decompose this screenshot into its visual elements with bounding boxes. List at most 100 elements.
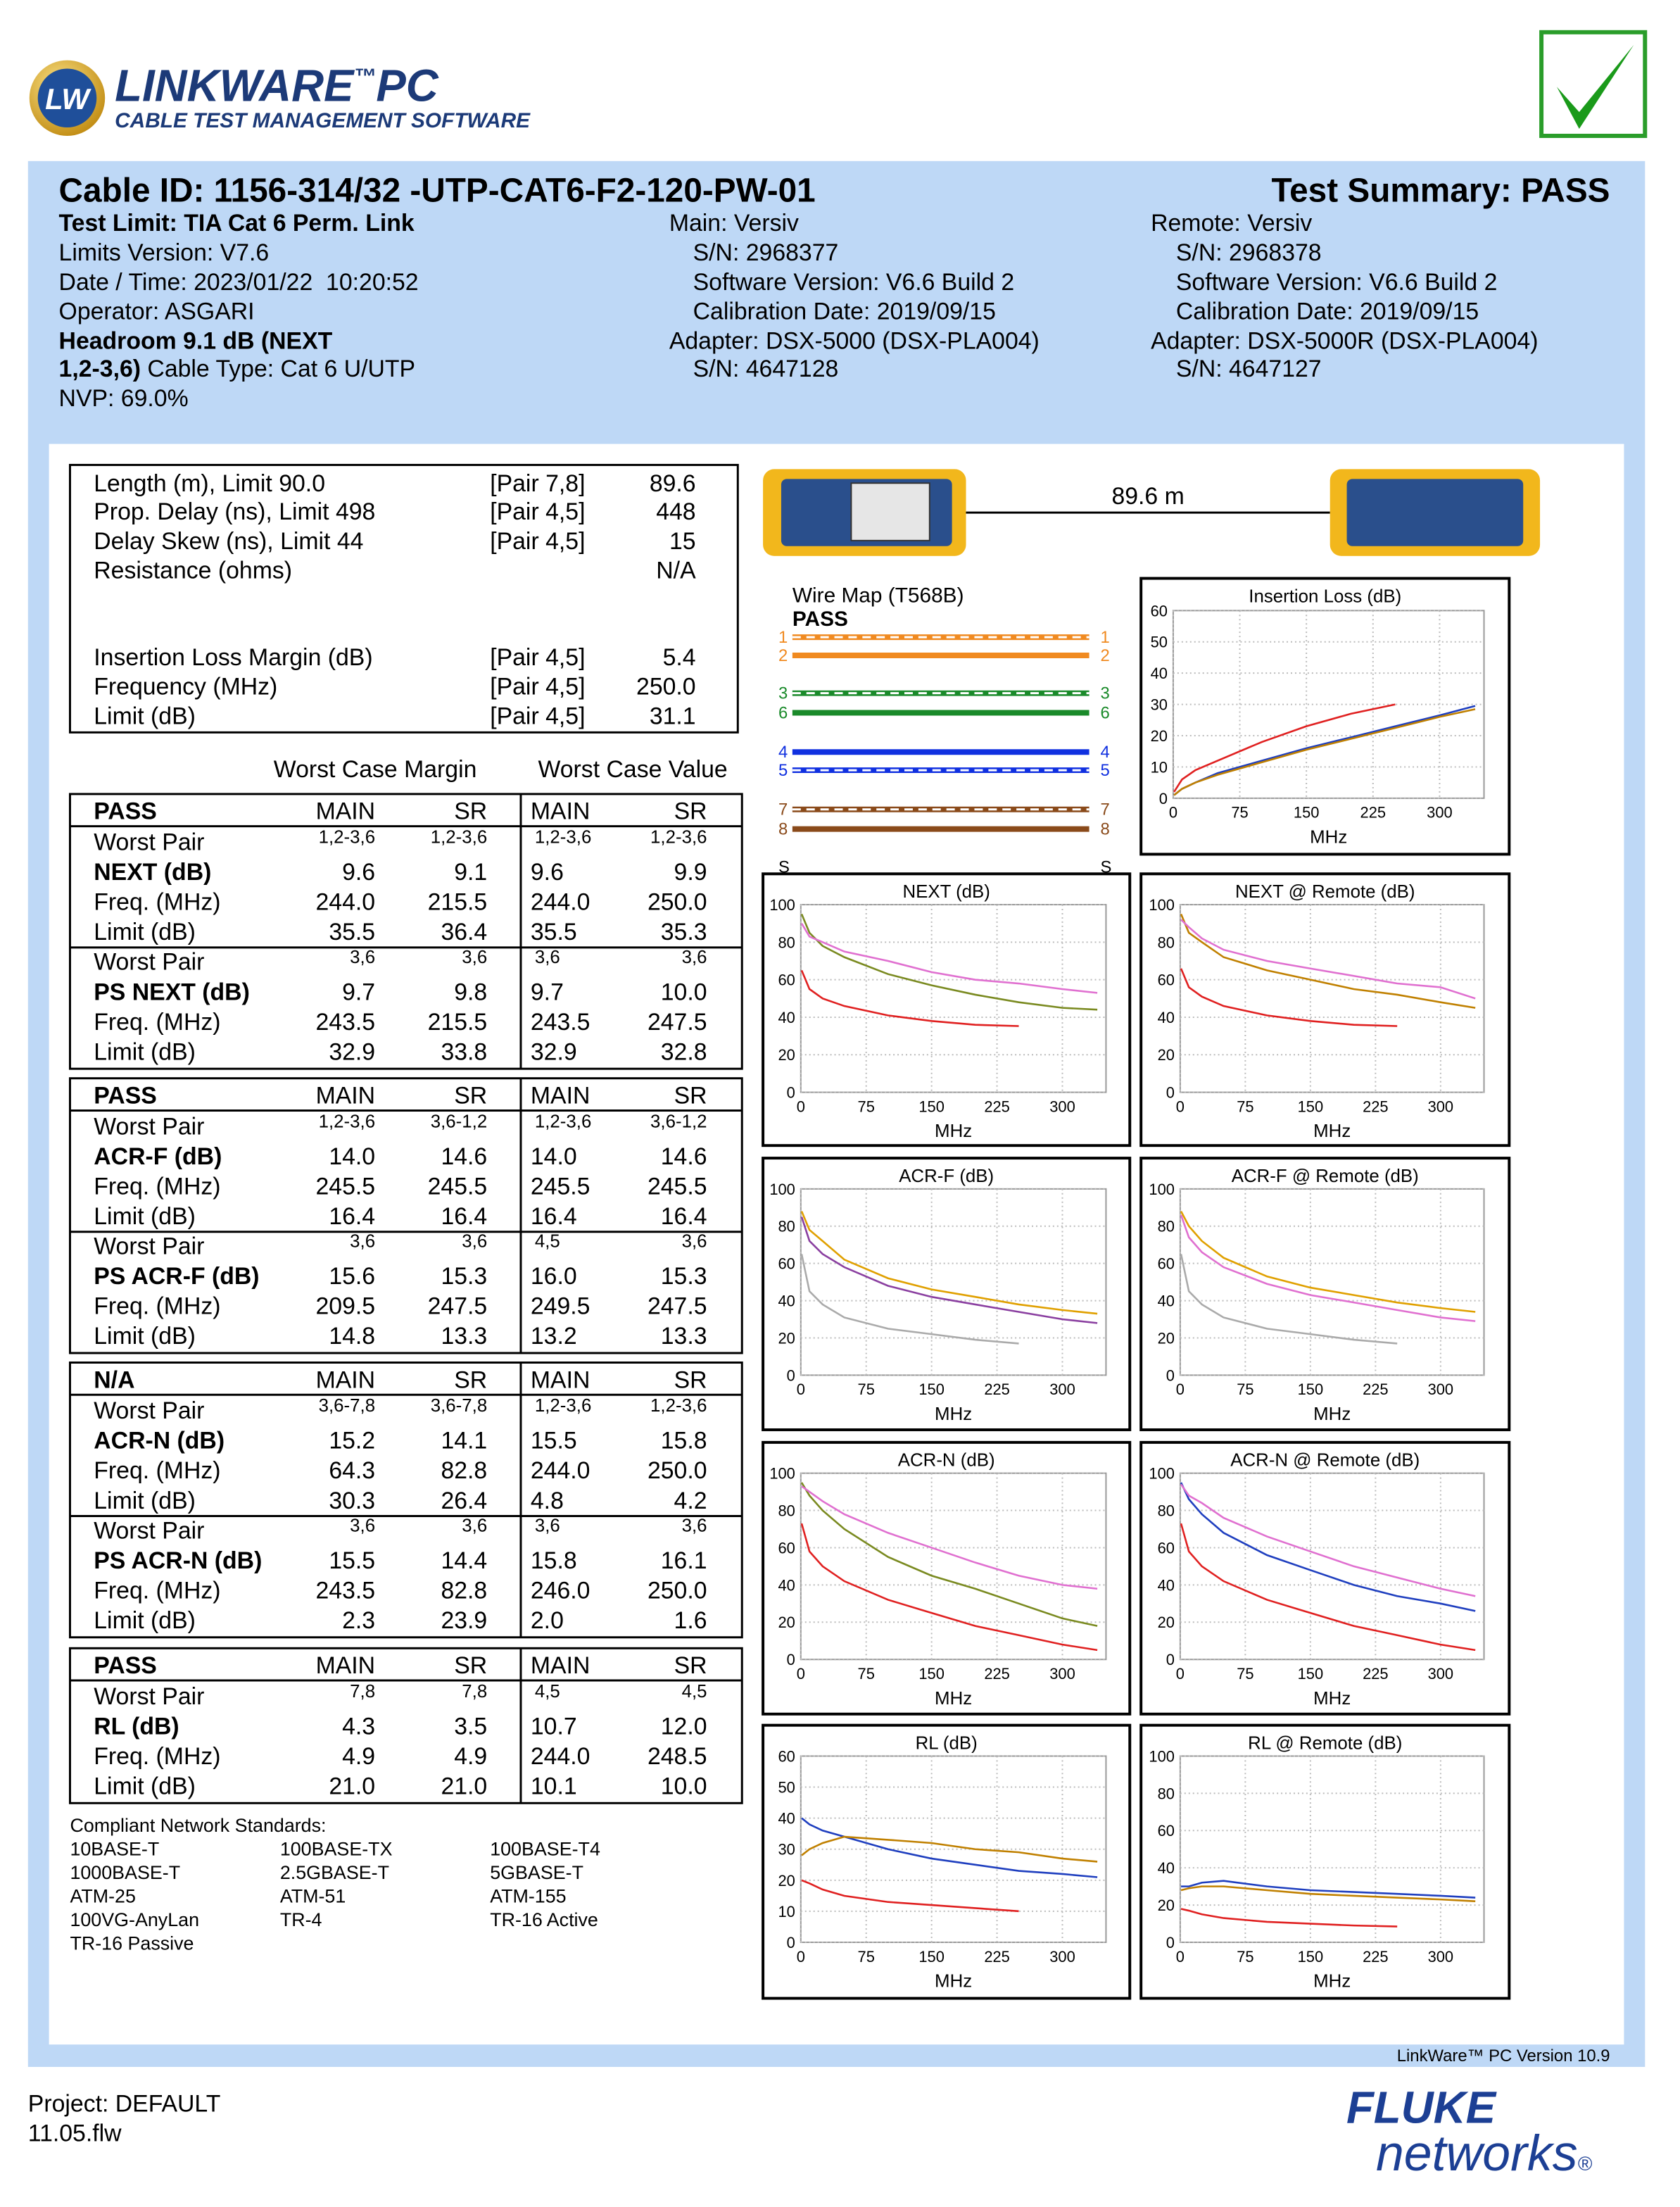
x-tick-label: 300 xyxy=(1049,1098,1075,1115)
measure-value: 31.1 xyxy=(650,703,696,729)
section-status: PASS xyxy=(94,1652,157,1679)
measure-value: 448 xyxy=(656,498,695,525)
standard: ATM-155 xyxy=(490,1886,566,1907)
x-axis-label: MHz xyxy=(935,1972,972,1992)
column-header: MAIN xyxy=(531,1366,590,1393)
y-tick-label: 100 xyxy=(1149,1465,1175,1483)
y-tick-label: 0 xyxy=(1166,1651,1175,1668)
standard: TR-16 Passive xyxy=(70,1932,194,1954)
x-tick-label: 150 xyxy=(1298,1948,1324,1966)
x-tick-label: 225 xyxy=(1360,804,1387,822)
trace xyxy=(800,1216,1098,1324)
y-tick-label: 20 xyxy=(1158,1329,1175,1347)
row-label: Freq. (MHz) xyxy=(94,1577,220,1604)
pin-left: 3 xyxy=(778,684,788,703)
worst-pair: 4,5 xyxy=(535,1232,560,1252)
wire-map-result: PASS xyxy=(792,608,848,631)
row-value: 13.3 xyxy=(441,1323,487,1350)
y-tick-label: 100 xyxy=(769,896,795,914)
worst-pair: 3,6 xyxy=(350,948,375,967)
worst-pair: 1,2-3,6 xyxy=(319,828,375,848)
trace xyxy=(1180,968,1398,1027)
row-value: 15.3 xyxy=(441,1263,487,1290)
row-label: PS ACR-F (dB) xyxy=(94,1263,259,1290)
standard: 100BASE-TX xyxy=(280,1839,393,1860)
x-tick-label: 300 xyxy=(1427,804,1453,822)
worst-pair: 3,6 xyxy=(682,1516,707,1535)
x-tick-label: 150 xyxy=(1298,1098,1324,1115)
x-tick-label: 75 xyxy=(858,1665,875,1683)
standard: ATM-51 xyxy=(280,1886,346,1907)
row-value: 15.5 xyxy=(531,1428,577,1454)
column-header: SR xyxy=(674,1366,707,1393)
worst-pair: 1,2-3,6 xyxy=(535,1112,591,1131)
measure-label: Limit (dB) xyxy=(94,703,196,729)
info-left: NVP: 69.0% xyxy=(59,385,189,412)
row-value: 14.0 xyxy=(531,1143,577,1170)
row-value: 21.0 xyxy=(441,1773,487,1800)
trace xyxy=(800,923,1098,994)
column-header: MAIN xyxy=(316,1082,376,1109)
y-tick-label: 60 xyxy=(1158,1822,1175,1840)
y-tick-label: 30 xyxy=(778,1841,795,1859)
pin-left: 1 xyxy=(778,628,788,647)
y-tick-label: 20 xyxy=(778,1614,795,1631)
info-left: 1,2-3,6) Cable Type: Cat 6 U/UTP xyxy=(59,356,416,382)
x-tick-label: 75 xyxy=(858,1948,875,1966)
y-tick-label: 80 xyxy=(1158,933,1175,951)
trace xyxy=(800,1482,1098,1627)
column-header: SR xyxy=(454,798,487,825)
row-value: 14.4 xyxy=(441,1547,487,1574)
x-tick-label: 0 xyxy=(797,1098,805,1115)
row-value: 9.6 xyxy=(531,859,564,886)
row-label: Limit (dB) xyxy=(94,1038,196,1065)
column-header: SR xyxy=(454,1652,487,1679)
row-value: 33.8 xyxy=(441,1038,487,1065)
worst-pair: 3,6-1,2 xyxy=(650,1112,707,1131)
info-main: Software Version: V6.6 Build 2 xyxy=(693,269,1015,296)
row-value: 16.4 xyxy=(441,1203,487,1230)
measure-box xyxy=(68,463,739,734)
tm: ™ xyxy=(354,63,377,89)
row-label: Freq. (MHz) xyxy=(94,1743,220,1770)
worst-pair: 3,6 xyxy=(462,948,487,967)
y-tick-label: 100 xyxy=(1149,1181,1175,1198)
worst-pair: 3,6 xyxy=(350,1516,375,1535)
y-tick-label: 20 xyxy=(1158,1046,1175,1064)
standard: TR-4 xyxy=(280,1909,322,1930)
x-axis-label: MHz xyxy=(1313,1972,1351,1992)
row-value: 209.5 xyxy=(316,1293,376,1320)
row-label: NEXT (dB) xyxy=(94,859,211,886)
chart-title: RL (dB) xyxy=(916,1734,978,1754)
pin-right: 8 xyxy=(1100,820,1109,839)
row-label: Freq. (MHz) xyxy=(94,1009,220,1036)
measure-label: Length (m), Limit 90.0 xyxy=(94,470,325,497)
info-main: Main: Versiv xyxy=(669,210,799,237)
x-axis-label: MHz xyxy=(1313,1404,1351,1424)
wire-map-title: Wire Map (T568B) xyxy=(792,584,964,607)
row-label: Freq. (MHz) xyxy=(94,889,220,916)
row-value: 15.3 xyxy=(661,1263,707,1290)
y-tick-label: 30 xyxy=(1151,696,1168,714)
y-tick-label: 80 xyxy=(1158,1502,1175,1520)
y-tick-label: 80 xyxy=(778,933,795,951)
y-tick-label: 40 xyxy=(1158,1009,1175,1026)
cable-id: Cable ID: 1156-314/32 -UTP-CAT6-F2-120-P… xyxy=(59,172,816,209)
worst-pair: 1,2-3,6 xyxy=(431,828,487,848)
measure-value: 89.6 xyxy=(650,470,696,497)
trace xyxy=(1180,1908,1398,1928)
test-summary: Test Summary: PASS xyxy=(1272,172,1610,209)
trace xyxy=(800,1211,1098,1315)
trace xyxy=(801,1817,1098,1878)
row-value: 248.5 xyxy=(648,1743,707,1770)
standard: 100BASE-T4 xyxy=(490,1839,600,1860)
trace xyxy=(800,1523,1098,1652)
row-value: 14.8 xyxy=(329,1323,375,1350)
y-tick-label: 20 xyxy=(1158,1614,1175,1631)
info: Test Limit: TIA Cat 6 Perm. Link Limits … xyxy=(59,210,1539,412)
row-label: Worst Pair xyxy=(94,1397,204,1424)
measure-label: Delay Skew (ns), Limit 44 xyxy=(94,528,363,555)
chart-box xyxy=(1139,872,1511,1147)
y-tick-label: 0 xyxy=(787,1934,795,1951)
networks-word: networks xyxy=(1376,2125,1578,2182)
